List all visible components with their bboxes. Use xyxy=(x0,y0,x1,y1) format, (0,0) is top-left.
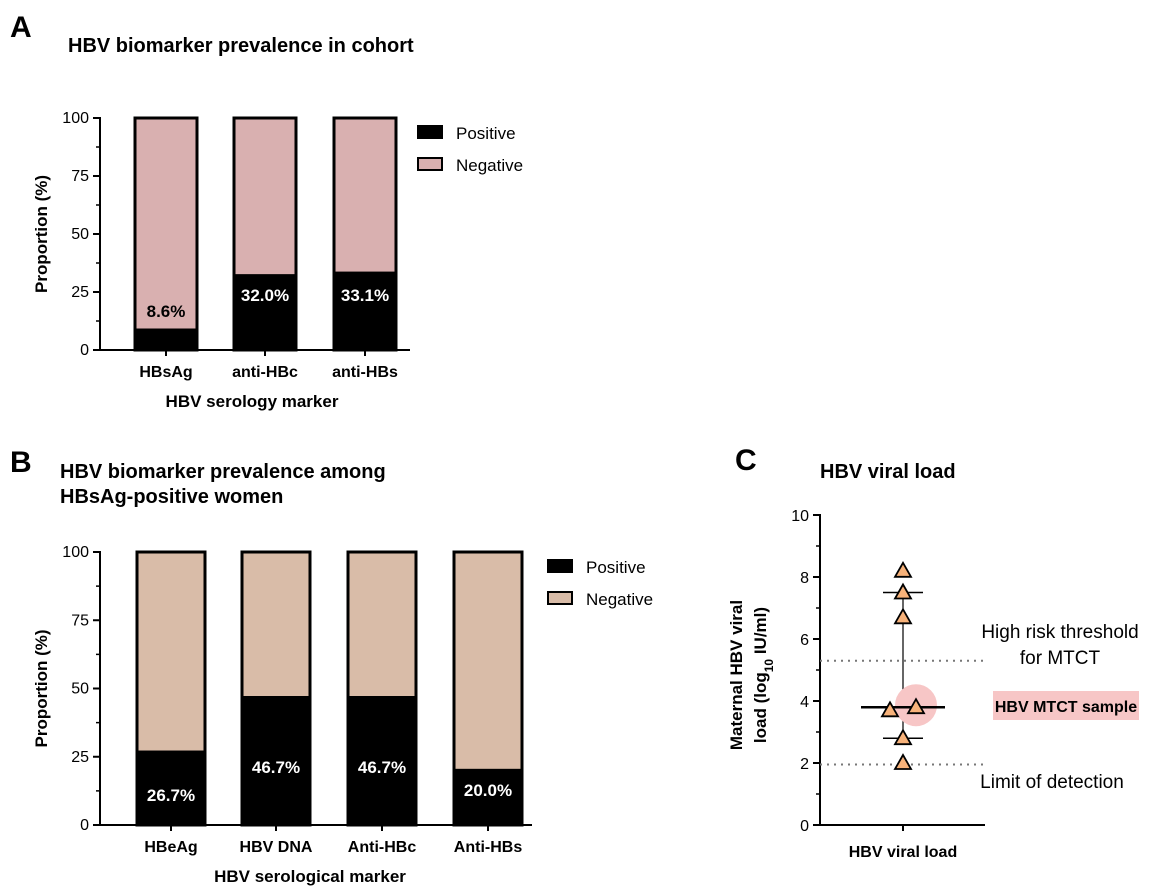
legend-label: Negative xyxy=(586,590,653,609)
y-tick-label: 25 xyxy=(71,749,89,766)
panel-a-title: HBV biomarker prevalence in cohort xyxy=(68,35,414,57)
data-point xyxy=(893,560,913,578)
x-tick-label: HBV DNA xyxy=(240,839,313,856)
data-label: 46.7% xyxy=(358,758,406,777)
bar-negative xyxy=(133,116,199,332)
x-tick-label: HBeAg xyxy=(144,839,197,856)
bar-positive xyxy=(346,696,418,827)
y-axis-title-line1: Maternal HBV viral xyxy=(727,600,746,750)
bar-negative xyxy=(135,550,207,754)
chart-b: 0 25 50 75 100 HBeAg 26.7% HBV DNA 46.7% Anti-HBc… xyxy=(32,544,653,886)
y-axis-title-line2: load (log10 IU/ml) xyxy=(751,607,776,743)
y-tick-label: 50 xyxy=(71,226,89,243)
panel-c-letter: C xyxy=(735,444,757,477)
y-axis-title: Proportion (%) xyxy=(32,629,51,747)
legend-swatch xyxy=(547,559,573,573)
y-tick-label: 6 xyxy=(800,632,809,649)
x-axis-title: HBV serological marker xyxy=(214,867,406,886)
x-tick-label: anti-HBs xyxy=(332,364,398,381)
data-label: 20.0% xyxy=(464,781,512,800)
y-tick-label: 25 xyxy=(71,284,89,301)
data-point xyxy=(893,753,913,770)
threshold-label-line2: for MTCT xyxy=(1020,648,1101,669)
legend-swatch xyxy=(417,157,443,171)
panel-b-title-line2: HBsAg-positive women xyxy=(60,486,283,508)
data-point xyxy=(893,728,913,746)
bar-negative xyxy=(232,116,298,278)
data-point-highlighted xyxy=(906,697,926,715)
bar-positive xyxy=(332,271,398,352)
threshold-label-line1: High risk threshold xyxy=(981,622,1138,643)
chart-c: 0 2 4 6 8 10 HBV viral load High risk threshold… xyxy=(727,508,1139,861)
legend-swatch xyxy=(547,591,573,605)
data-label: 46.7% xyxy=(252,758,300,777)
panel-c-title: HBV viral load xyxy=(820,461,956,483)
y-tick-label: 4 xyxy=(800,694,809,711)
y-tick-label: 0 xyxy=(80,342,89,359)
data-label: 8.6% xyxy=(147,302,186,321)
legend-label: Negative xyxy=(456,156,523,175)
y-tick-label: 75 xyxy=(71,168,89,185)
panel-b-title-line1: HBV biomarker prevalence among xyxy=(60,461,386,483)
data-point xyxy=(893,582,913,600)
highlight-label: HBV MTCT sample xyxy=(995,699,1137,716)
y-tick-label: 0 xyxy=(80,817,89,834)
x-tick-label: Anti-HBs xyxy=(454,839,523,856)
y-tick-label: 75 xyxy=(71,612,89,629)
data-label: 26.7% xyxy=(147,786,195,805)
bar-negative xyxy=(346,550,418,700)
y-tick-label: 2 xyxy=(800,756,809,773)
data-point xyxy=(880,700,900,718)
x-tick-label: Anti-HBc xyxy=(348,839,417,856)
detection-label: Limit of detection xyxy=(980,772,1124,793)
panel-b-letter: B xyxy=(10,446,32,479)
legend-swatch xyxy=(417,125,443,139)
x-tick-label: HBsAg xyxy=(139,364,192,381)
y-tick-label: 10 xyxy=(791,508,809,525)
y-tick-label: 8 xyxy=(800,570,809,587)
highlight-label-box xyxy=(993,691,1139,720)
bar-positive xyxy=(232,274,298,352)
legend-label: Positive xyxy=(586,558,646,577)
x-axis-title: HBV serology marker xyxy=(166,392,339,411)
bar-negative xyxy=(452,550,524,772)
y-axis-title-part: load (log xyxy=(751,672,770,743)
panel-a-letter: A xyxy=(10,11,32,44)
y-axis-title: Proportion (%) xyxy=(32,175,51,293)
y-tick-label: 100 xyxy=(62,544,89,561)
y-tick-label: 50 xyxy=(71,681,89,698)
x-axis-title: HBV viral load xyxy=(849,844,957,861)
data-point xyxy=(893,607,913,625)
bar-positive xyxy=(133,328,199,352)
x-tick-label: anti-HBc xyxy=(232,364,298,381)
y-axis-title-subscript: 10 xyxy=(762,659,776,673)
chart-a: 0 25 50 75 100 HBsAg 8.6% anti-HBc 32.0% anti-HBs… xyxy=(32,110,523,411)
bar-negative xyxy=(332,116,398,275)
legend-label: Positive xyxy=(456,124,516,143)
bar-negative xyxy=(240,550,312,700)
y-tick-label: 100 xyxy=(62,110,89,127)
y-axis-title-part: IU/ml) xyxy=(751,607,770,659)
data-label: 32.0% xyxy=(241,286,289,305)
data-label: 33.1% xyxy=(341,286,389,305)
y-tick-label: 0 xyxy=(800,818,809,835)
